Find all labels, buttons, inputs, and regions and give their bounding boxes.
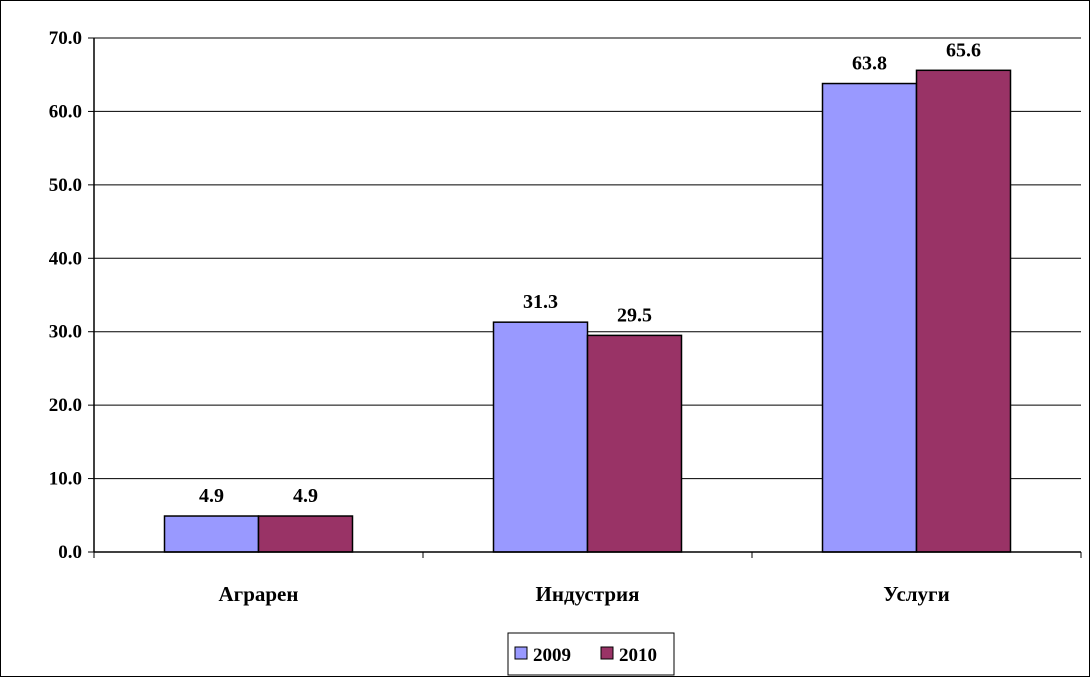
data-label: 4.9 [293,485,318,507]
data-label: 63.8 [852,53,887,75]
legend-box [507,632,675,676]
legend-swatch-2010 [600,646,614,660]
bar-2010-1 [257,515,354,553]
y-tick-label: 0.0 [58,542,82,563]
y-tick-label: 20.0 [49,395,82,416]
data-label: 65.6 [946,39,981,61]
bars [163,69,1012,553]
labels: 0.0 10.0 20.0 30.0 40.0 50.0 60.0 70.0 4.9 4.9 Агр… [49,28,981,606]
x-category-label: Индустрия [536,582,640,606]
axes [88,37,1082,558]
bar-2009-1 [163,515,260,553]
data-label: 31.3 [523,291,558,313]
bar-2009-2 [492,321,589,553]
x-category-label: Услуги [883,582,949,606]
y-tick-label: 30.0 [49,322,82,343]
x-category-label: Аграрен [219,582,299,606]
y-tick-label: 70.0 [49,28,82,49]
bar-2010-3 [915,69,1012,553]
legend-swatch-2009 [514,646,528,660]
y-tick-label: 10.0 [49,469,82,490]
data-label: 4.9 [199,485,224,507]
legend-label-2010: 2010 [619,645,657,666]
y-tick-label: 40.0 [49,248,82,269]
bar-2010-2 [586,334,683,553]
legend: 2009 2010 [507,632,675,676]
bar-2009-3 [821,82,918,553]
y-tick-label: 50.0 [49,175,82,196]
y-tick-label: 60.0 [49,101,82,122]
legend-label-2009: 2009 [533,645,571,666]
data-label: 29.5 [617,304,652,326]
